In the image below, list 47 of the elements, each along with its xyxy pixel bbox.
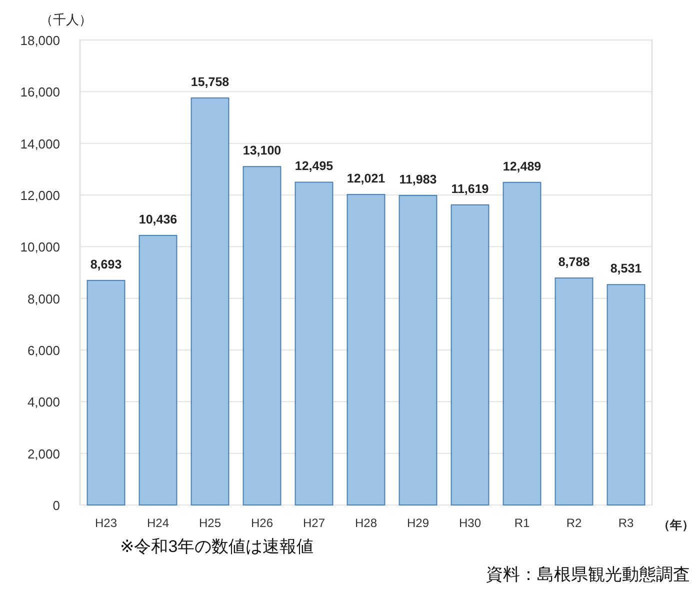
x-tick-label: H27 [302,516,326,530]
y-tick-label: 10,000 [20,240,60,255]
y-tick-label: 2,000 [27,446,60,462]
data-label: 8,788 [558,254,590,269]
bar [242,166,282,506]
y-tick-label: 0 [52,498,60,513]
y-tick-label: 4,000 [27,394,60,410]
x-tick-label: R2 [566,516,582,530]
data-label: 12,021 [346,171,386,186]
bar [450,204,490,506]
x-tick-label: H30 [458,516,482,530]
x-tick-label: H25 [198,516,222,530]
x-tick-label: H26 [250,516,274,530]
y-tick-label: 16,000 [20,84,60,100]
y-tick-label: 14,000 [20,136,60,152]
x-tick-label: R1 [514,516,530,530]
y-axis-title: （千人） [40,12,92,27]
y-tick-label: 8,000 [27,291,60,306]
data-label: 10,436 [138,212,178,226]
bar [502,182,542,506]
data-label: 11,619 [451,182,489,196]
x-tick-label: H24 [146,516,170,530]
y-tick-label: 12,000 [20,188,60,203]
data-label: 8,693 [90,257,122,272]
text: ※令和3年の数値は速報値 [120,537,314,556]
data-label: 8,531 [610,262,642,276]
x-axis-title: （年） [658,518,694,532]
bar [138,234,178,506]
y-tick-label: 6,000 [27,343,60,358]
bar [606,284,646,506]
data-label: 12,489 [502,159,542,174]
bar [554,277,594,506]
data-label: 11,983 [399,172,437,186]
data-label: 13,100 [242,144,282,158]
bar [346,194,386,506]
x-tick-label: H29 [406,516,430,530]
x-tick-label: R3 [618,516,634,530]
data-label: 12,495 [294,159,334,174]
bar [294,182,334,506]
x-tick-label: H28 [354,516,378,530]
x-tick-label: H23 [94,516,118,530]
data-label: 15,758 [190,74,230,89]
bar [86,280,126,506]
y-tick-label: 18,000 [20,33,60,48]
text: 資料：島根県観光動態調査 [486,565,690,584]
bar [398,194,438,506]
bar [190,97,230,506]
